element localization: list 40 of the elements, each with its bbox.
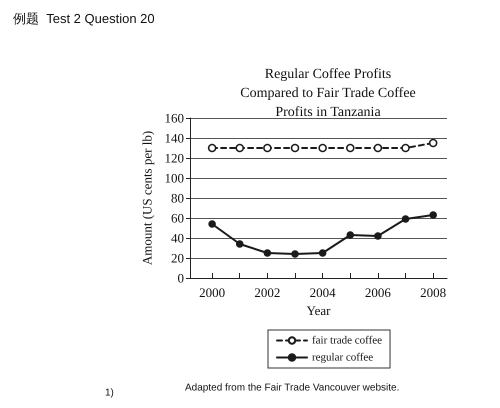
point — [236, 240, 244, 248]
point — [429, 211, 437, 219]
y-tick-label: 0 — [178, 270, 184, 286]
x-axis-title: Year — [306, 303, 332, 318]
y-tick-label: 100 — [164, 170, 184, 186]
y-tick-label: 120 — [164, 150, 184, 166]
point — [290, 144, 300, 152]
point — [374, 232, 382, 240]
legend-label: regular coffee — [312, 352, 374, 364]
point — [402, 215, 410, 223]
y-axis-title: Amount (US cents per lb) — [140, 130, 155, 266]
y-tick-label: 20 — [171, 250, 184, 266]
point — [264, 249, 272, 257]
legend-label: fair trade coffee — [312, 334, 382, 346]
y-tick-label: 40 — [171, 230, 184, 246]
point — [291, 250, 299, 258]
y-tick-label: 140 — [164, 130, 184, 146]
point — [346, 231, 354, 239]
point — [318, 249, 326, 257]
point — [374, 144, 382, 152]
point — [318, 144, 327, 152]
x-tick-label: 2006 — [364, 285, 392, 300]
chart-title: Regular Coffee Profits Compared to Fair Trade Coffee Profits in Tanzania — [240, 67, 416, 120]
point — [401, 144, 410, 152]
point — [263, 144, 272, 152]
text: 例题 Test 2 Question 20 — [13, 11, 155, 26]
point — [236, 144, 244, 152]
x-tick-label: 2004 — [310, 285, 336, 300]
point — [208, 144, 216, 152]
x-tick-label: 2000 — [199, 285, 226, 300]
y-tick-label: 160 — [164, 110, 184, 126]
y-tick-label: 60 — [171, 210, 184, 226]
x-tick-label: 2008 — [420, 285, 446, 300]
x-tick-label: 2002 — [254, 285, 280, 300]
point — [346, 144, 355, 152]
text: Adapted from the Fair Trade Vancouver website. — [185, 382, 400, 394]
y-tick-label: 80 — [171, 190, 184, 206]
point — [428, 138, 438, 148]
text: 1) — [105, 388, 114, 398]
point — [208, 220, 216, 228]
